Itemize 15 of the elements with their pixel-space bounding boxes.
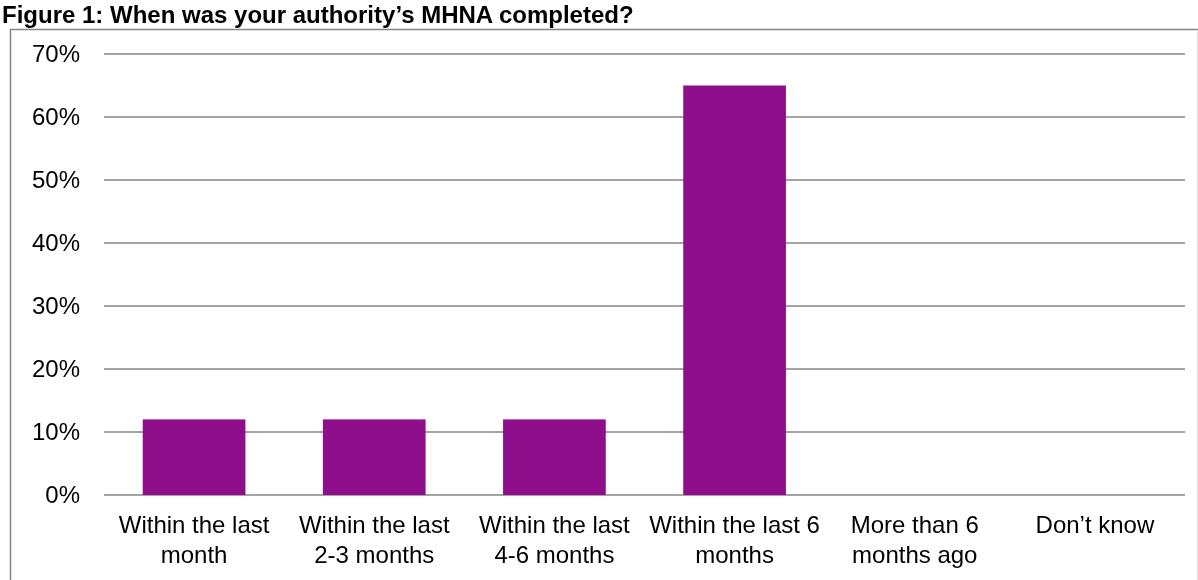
- y-tick-label: 50%: [31, 166, 80, 194]
- y-tick-label: 40%: [31, 229, 80, 257]
- y-tick-label: 30%: [31, 292, 80, 320]
- x-tick-label: Within the last 2-3 months: [298, 511, 450, 569]
- x-tick-label: More than 6 months ago: [850, 511, 979, 569]
- x-tick-label: Within the last 6 months: [649, 511, 820, 569]
- chart-title: Figure 1: When was your authority’s MHNA completed?: [2, 1, 634, 28]
- y-tick-label: 60%: [31, 103, 80, 131]
- y-tick-label: 0%: [45, 481, 80, 509]
- x-tick-label: Within the last month: [118, 511, 270, 569]
- y-tick-label: 20%: [31, 355, 80, 383]
- x-tick-label: Within the last 4-6 months: [479, 511, 631, 569]
- y-tick-label: 10%: [31, 418, 80, 446]
- y-tick-label: 70%: [31, 40, 80, 68]
- x-tick-label: Don’t know: [1035, 511, 1155, 539]
